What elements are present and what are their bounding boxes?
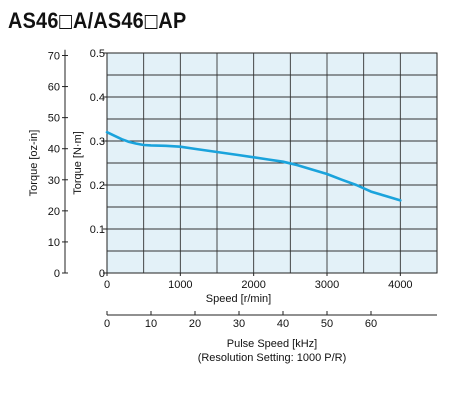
y2-tick-label: 10 <box>48 237 60 249</box>
y-tick-label: 0.1 <box>90 224 105 236</box>
y-axis-label: Torque [N·m] <box>72 131 84 195</box>
y2-tick-label: 60 <box>48 82 60 94</box>
x2-tick-label: 10 <box>145 318 157 330</box>
x-tick-label: 4000 <box>388 279 412 291</box>
x-tick-label: 3000 <box>315 279 339 291</box>
pulse-speed-label: Pulse Speed [kHz] <box>227 338 318 350</box>
y2-tick-label: 0 <box>54 268 60 280</box>
title-part-1: AS46 <box>8 8 59 33</box>
title-placeholder-box <box>59 15 73 29</box>
y2-tick-label: 40 <box>48 144 60 156</box>
y2-tick-label: 20 <box>48 206 60 218</box>
title-placeholder-box <box>144 15 158 29</box>
y-tick-label: 0 <box>99 268 105 280</box>
y-tick-label: 0.5 <box>90 48 105 60</box>
y-tick-label: 0.2 <box>90 180 105 192</box>
x-tick-label: 1000 <box>168 279 192 291</box>
x2-tick-label: 30 <box>233 318 245 330</box>
grid <box>107 53 437 273</box>
x2-tick-label: 40 <box>277 318 289 330</box>
chart-title: AS46 A/AS46 AP <box>8 8 186 34</box>
axes: 0 0.1 0.2 0.3 0.4 0.5 0 10 20 30 40 50 60 70 0 1000 2000… <box>48 48 437 330</box>
x-tick-label: 2000 <box>241 279 265 291</box>
y2-tick-label: 30 <box>48 175 60 187</box>
y-tick-label: 0.3 <box>90 136 105 148</box>
torque-curve <box>105 130 402 202</box>
x2-tick-label: 20 <box>189 318 201 330</box>
title-part-3: AP <box>158 8 187 33</box>
y2-axis-label: Torque [oz-in] <box>28 130 40 197</box>
y-tick-label: 0.4 <box>90 92 105 104</box>
resolution-note: (Resolution Setting: 1000 P/R) <box>198 352 347 364</box>
x2-tick-label: 60 <box>365 318 377 330</box>
title-part-2: A/AS46 <box>73 8 144 33</box>
x-axis-label: Speed [r/min] <box>206 293 271 305</box>
x2-tick-label: 50 <box>321 318 333 330</box>
y2-tick-label: 50 <box>48 113 60 125</box>
y2-tick-label: 70 <box>48 50 60 62</box>
x-tick-label: 0 <box>104 279 110 291</box>
x2-tick-label: 0 <box>104 318 110 330</box>
